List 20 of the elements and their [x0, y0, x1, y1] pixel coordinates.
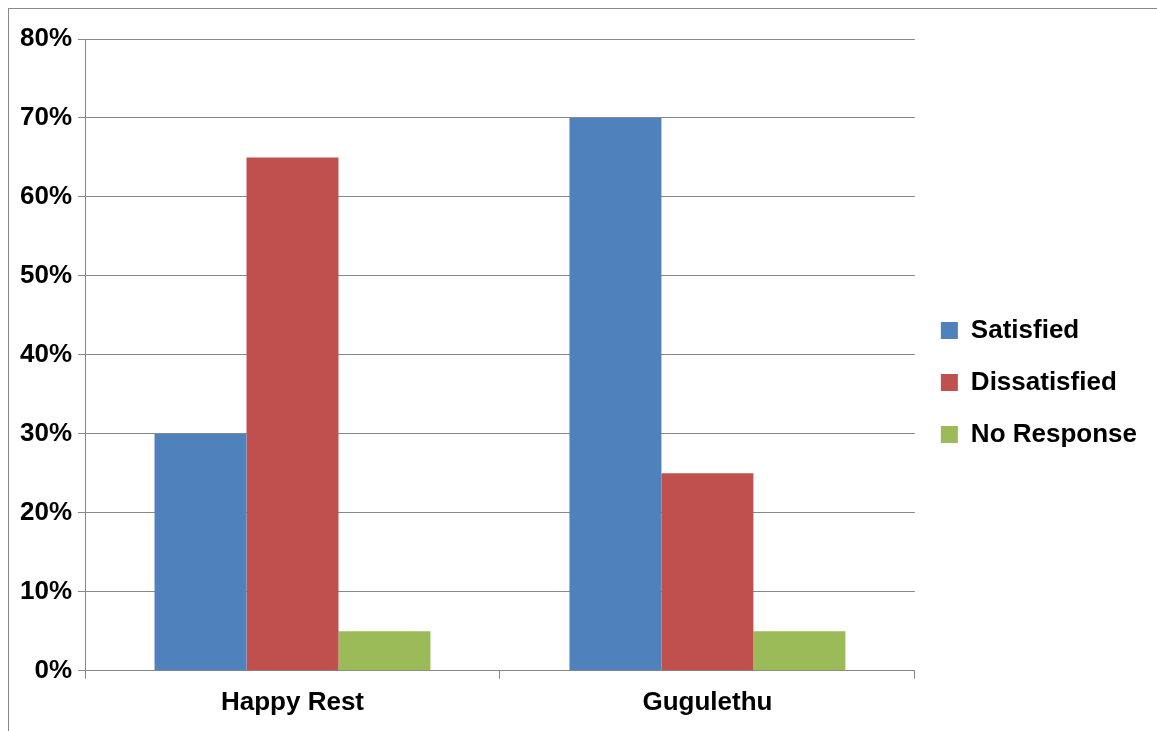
y-tick-label: 80% — [19, 22, 73, 53]
bar — [338, 631, 431, 671]
y-tick-label: 70% — [19, 101, 73, 132]
bar — [246, 157, 339, 671]
y-tick-label: 30% — [19, 417, 73, 448]
legend-label: Dissatisfied — [970, 365, 1117, 396]
bar — [661, 473, 754, 671]
legend-label: No Response — [970, 417, 1138, 448]
y-tick-label: 50% — [19, 259, 73, 290]
bar — [753, 631, 846, 671]
y-tick-label: 0% — [34, 653, 73, 684]
bar — [569, 117, 662, 671]
y-tick-label: 60% — [19, 180, 73, 211]
x-tick-label: Happy Rest — [220, 685, 365, 716]
legend-label: Satisfied — [970, 313, 1080, 344]
bar — [154, 433, 247, 671]
y-tick-label: 20% — [19, 496, 73, 527]
y-tick-label: 10% — [19, 575, 73, 605]
y-tick-label: 40% — [19, 338, 73, 369]
x-tick-label: Gugulethu — [642, 685, 773, 716]
